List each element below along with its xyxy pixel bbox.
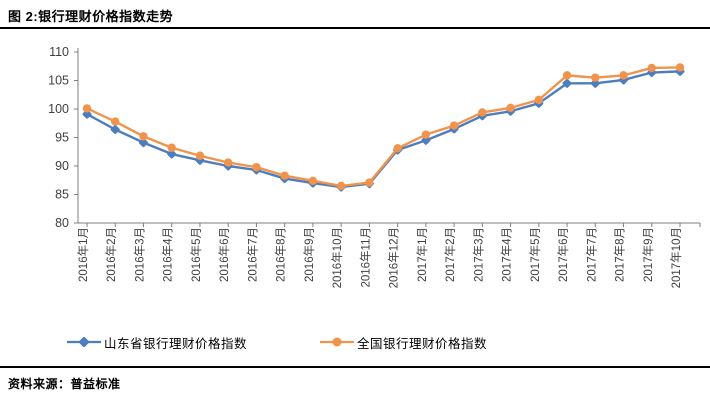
series-line-1 (86, 66, 681, 188)
data-point-marker (647, 63, 656, 73)
data-point-marker (591, 73, 600, 82)
y-tick-label: 100 (48, 102, 69, 116)
data-point-marker (421, 130, 431, 139)
x-tick-label: 2017年6月 (556, 227, 570, 282)
data-point-marker (110, 125, 120, 134)
y-tick-label: 105 (48, 74, 69, 88)
x-tick-label: 2017年8月 (613, 227, 627, 282)
legend-item-national: 全国银行理财价格指数 (319, 333, 487, 352)
x-tick-label: 2017年5月 (528, 227, 542, 282)
x-tick-label: 2016年11月 (358, 227, 372, 288)
legend-item-shandong: 山东省银行理财价格指数 (66, 333, 247, 352)
title-divider (0, 27, 710, 29)
x-tick-label: 2016年7月 (245, 227, 259, 282)
x-tick-label: 2016年10月 (330, 227, 344, 288)
data-point-marker (562, 78, 572, 88)
y-tick-label: 110 (49, 45, 69, 59)
data-point-marker (478, 108, 487, 117)
legend-circle-marker-icon (332, 337, 342, 347)
y-tick-label: 85 (55, 188, 69, 202)
data-point-marker (167, 149, 177, 159)
data-point-marker (675, 63, 685, 72)
chart-legend: 山东省银行理财价格指数 全国银行理财价格指数 (66, 333, 686, 351)
footer-divider (0, 366, 710, 368)
x-tick-label: 2016年5月 (189, 227, 203, 282)
x-tick-label: 2016年3月 (132, 227, 146, 282)
x-tick-label: 2017年4月 (500, 227, 514, 282)
chart-canvas: 80 85 90 95 100 105 110 2016年1月 2016年2月 2016年3月 20… (48, 45, 701, 288)
data-point-marker (506, 103, 515, 113)
data-point-marker (111, 117, 120, 126)
data-point-marker (449, 121, 459, 130)
x-tick-label: 2017年10月 (669, 227, 683, 288)
x-tick-label: 2017年3月 (471, 227, 485, 282)
data-point-marker (252, 162, 261, 172)
x-tick-label: 2017年2月 (443, 227, 457, 282)
data-point-marker (562, 71, 572, 80)
data-point-marker (223, 158, 233, 167)
x-tick-label: 2016年2月 (104, 227, 118, 282)
data-point-marker (139, 138, 148, 148)
x-tick-label: 2016年8月 (274, 227, 288, 282)
data-point-marker (82, 104, 92, 113)
x-tick-label: 2016年12月 (387, 227, 401, 288)
x-tick-label: 2016年4月 (161, 227, 175, 282)
data-point-marker (280, 171, 289, 180)
y-tick-label: 80 (55, 216, 69, 230)
data-point-marker (308, 176, 318, 186)
data-point-marker (365, 178, 374, 187)
data-point-marker (167, 143, 176, 152)
line-chart: 80 85 90 95 100 105 110 2016年1月 2016年2月 2016年3月 20… (0, 38, 710, 314)
series-line-0 (86, 70, 681, 189)
x-tick-label: 2016年9月 (302, 227, 316, 282)
data-point-marker (393, 144, 402, 153)
x-tick-label: 2016年1月 (76, 227, 90, 282)
legend-diamond-marker-icon (78, 336, 90, 348)
data-point-marker (619, 71, 628, 80)
data-point-marker (195, 151, 205, 160)
data-point-marker (139, 132, 148, 141)
legend-marker-shandong (67, 336, 101, 348)
legend-label-shandong: 山东省银行理财价格指数 (104, 336, 248, 351)
y-tick-label: 90 (55, 159, 69, 173)
x-tick-label: 2017年7月 (584, 227, 598, 282)
data-point-marker (534, 95, 544, 105)
legend-marker-national (320, 337, 355, 347)
x-tick-label: 2017年9月 (641, 227, 655, 282)
figure-title: 图 2:银行理财价格指数走势 (8, 9, 174, 24)
data-point-marker (336, 181, 346, 191)
x-tick-label: 2016年6月 (217, 227, 231, 282)
legend-label-national: 全国银行理财价格指数 (357, 336, 488, 351)
y-tick-label: 95 (55, 131, 69, 145)
x-tick-label: 2017年1月 (415, 227, 429, 282)
source-note: 资料来源：普益标准 (8, 377, 121, 391)
